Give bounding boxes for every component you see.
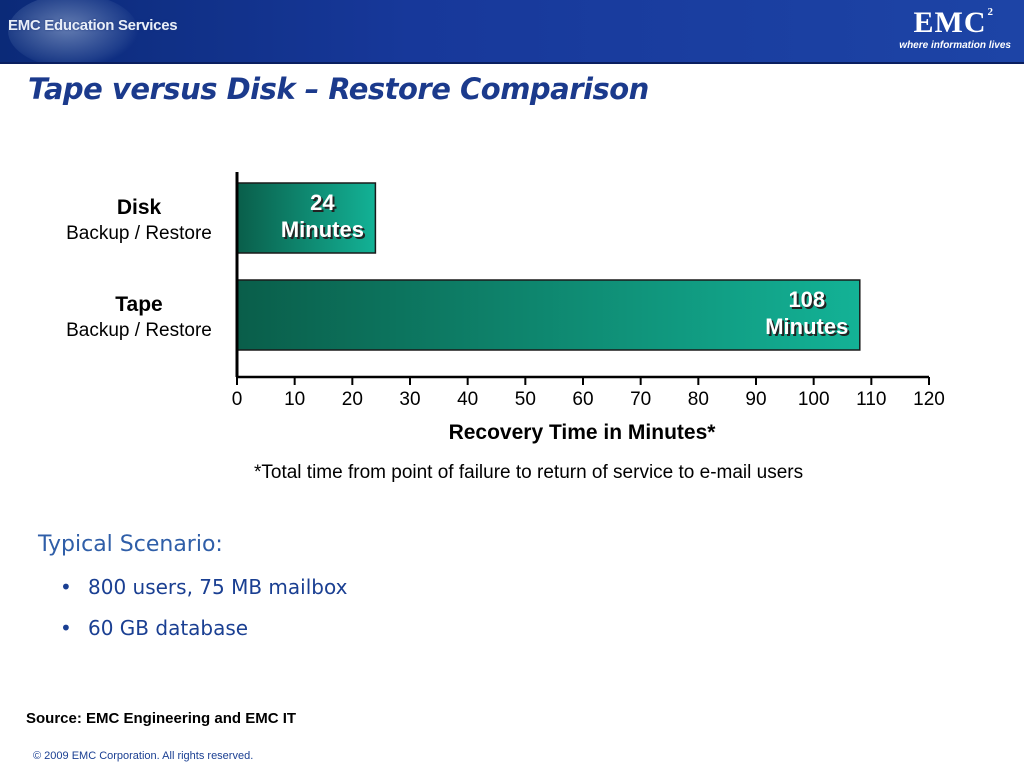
data-label-shadow: Minutes — [283, 219, 366, 244]
x-tick-label: 100 — [798, 389, 830, 410]
emc-logo-superscript: 2 — [987, 6, 994, 18]
x-tick-label: 50 — [515, 389, 536, 410]
banner-divider — [0, 62, 1024, 64]
x-tick-label: 30 — [399, 389, 420, 410]
header-banner: EMC Education Services EMC2 where inform… — [0, 0, 1024, 62]
scenario-heading: Typical Scenario: — [38, 532, 223, 557]
x-tick-label: 20 — [342, 389, 363, 410]
slide-title: Tape versus Disk – Restore Comparison — [28, 72, 649, 106]
emc-logo: EMC2 — [914, 6, 995, 40]
scenario-item-text: 800 users, 75 MB mailbox — [88, 575, 348, 599]
scenario-item: • 800 users, 75 MB mailbox — [60, 572, 347, 613]
x-tick-label: 80 — [688, 389, 709, 410]
data-label-shadow: Minutes — [767, 316, 850, 341]
bullet-icon: • — [60, 616, 72, 640]
scenario-list: • 800 users, 75 MB mailbox • 60 GB databas… — [60, 572, 347, 654]
scenario-item: • 60 GB database — [60, 613, 347, 654]
x-tick-label: 40 — [457, 389, 478, 410]
x-tick-label: 0 — [232, 389, 243, 410]
data-label: 24 — [310, 190, 335, 215]
x-tick-label: 110 — [856, 389, 886, 410]
category-label: Disk — [117, 196, 162, 219]
emc-education-logo: EMC Education Services — [8, 17, 178, 34]
bar-disk — [236, 182, 377, 254]
x-tick-label: 10 — [284, 389, 305, 410]
bullet-icon: • — [60, 575, 72, 599]
data-label-shadow: 24 — [312, 192, 337, 217]
scenario-item-text: 60 GB database — [88, 616, 249, 640]
x-tick-label: 70 — [630, 389, 651, 410]
copyright: © 2009 EMC Corporation. All rights reser… — [33, 750, 254, 762]
category-label: Tape — [115, 293, 162, 316]
data-label: Minutes — [281, 217, 364, 242]
globe-icon — [8, 0, 138, 62]
data-label-shadow: 108 — [790, 289, 827, 314]
restore-comparison-chart: 0 10 20 30 40 50 60 70 80 90 100 110 120 Recovery Tim… — [66, 172, 945, 444]
bar-tape — [236, 279, 861, 351]
data-label: Minutes — [765, 314, 848, 339]
x-tick-label: 90 — [745, 389, 766, 410]
x-axis-title: Recovery Time in Minutes* — [449, 421, 717, 444]
category-sublabel: Backup / Restore — [66, 223, 212, 244]
source-note: Source: EMC Engineering and EMC IT — [26, 710, 297, 727]
chart-footnote: *Total time from point of failure to ret… — [254, 462, 804, 483]
x-tick-label: 60 — [572, 389, 593, 410]
x-tick-label: 120 — [913, 389, 945, 410]
emc-tagline: where information lives — [899, 40, 1011, 51]
category-sublabel: Backup / Restore — [66, 320, 212, 341]
data-label: 108 — [788, 287, 825, 312]
emc-logo-text: EMC — [913, 6, 987, 39]
